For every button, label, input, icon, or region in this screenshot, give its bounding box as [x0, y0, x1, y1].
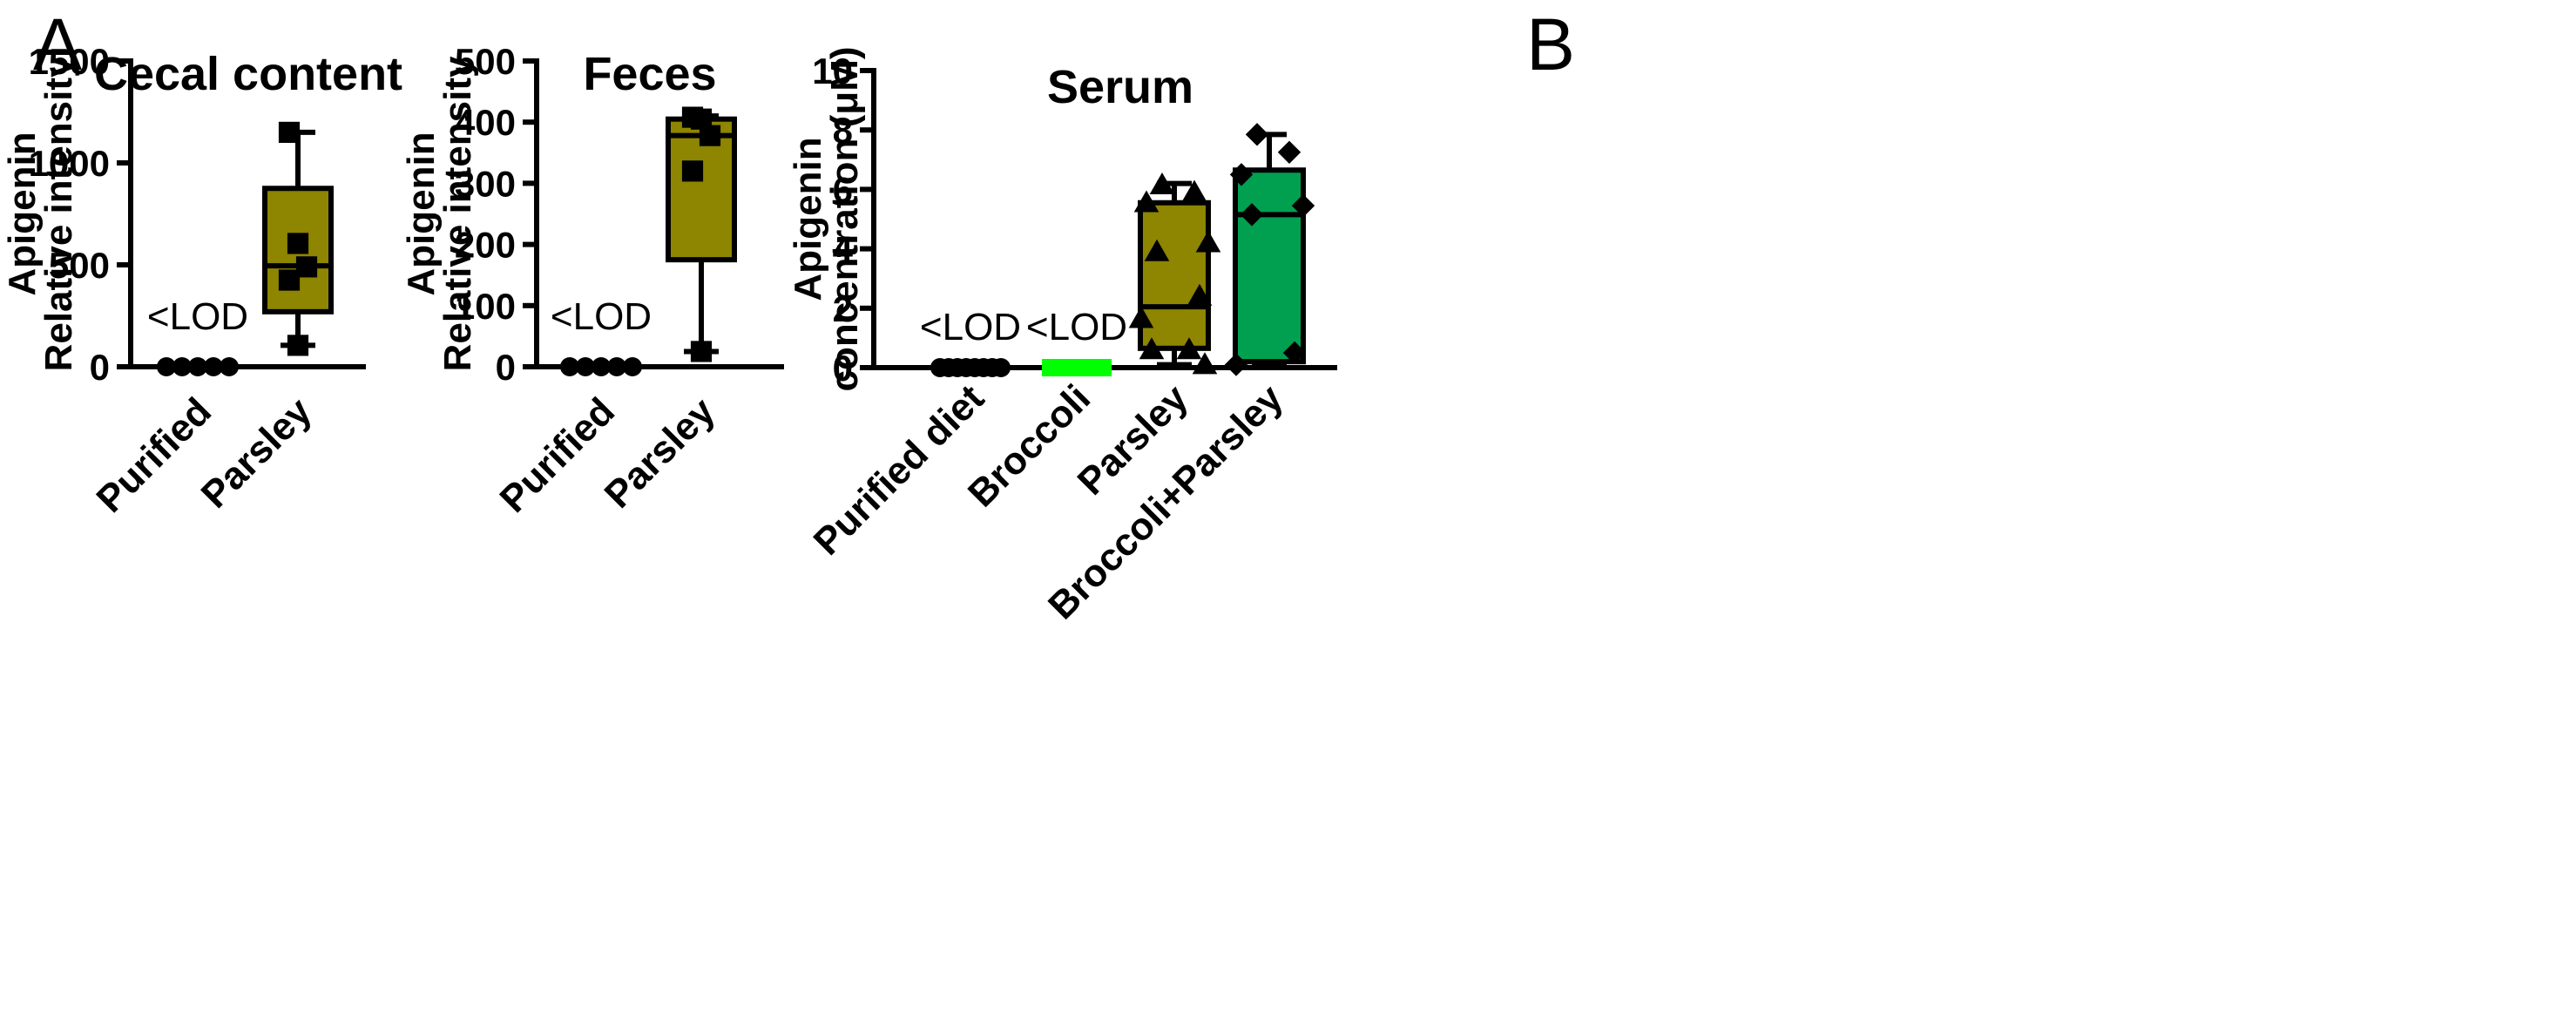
- data-point: [278, 121, 301, 143]
- chart-title: Feces: [583, 48, 716, 100]
- x-category-label: Purified: [492, 389, 623, 520]
- data-point: [287, 233, 309, 254]
- chart-title: Cecal content: [94, 48, 402, 100]
- y-axis-label: Relative intensity: [436, 56, 479, 371]
- data-point: [287, 335, 309, 356]
- data-point: [278, 269, 301, 291]
- data-point: [1133, 190, 1160, 213]
- data-point: [991, 358, 1011, 377]
- data-point: [1176, 337, 1202, 360]
- data-point: [1240, 203, 1264, 227]
- y-axis-label: Apigenin: [1, 132, 44, 295]
- data-point: [188, 357, 207, 376]
- lod-label: <LOD: [147, 295, 248, 338]
- data-point: [699, 125, 721, 146]
- y-tick-label: 500: [455, 41, 516, 82]
- series-purified-diet: <LOD: [920, 306, 1021, 377]
- lod-bar: [1042, 359, 1112, 376]
- data-point: [1282, 341, 1307, 365]
- data-point: [681, 160, 704, 182]
- y-tick-label: 0: [496, 347, 516, 388]
- data-point: [1229, 163, 1254, 186]
- series-broccoli: <LOD: [1026, 306, 1127, 376]
- data-point: [220, 357, 239, 376]
- data-point: [204, 357, 223, 376]
- y-tick-label: 0: [90, 347, 110, 388]
- y-tick-label: 300: [455, 163, 516, 204]
- y-axis-label: concentration (μM): [823, 46, 866, 391]
- y-tick-label: 400: [455, 102, 516, 143]
- y-tick-label: 1000: [29, 143, 110, 184]
- series-parsley: [262, 121, 334, 356]
- y-tick-label: 200: [455, 225, 516, 266]
- lod-label: <LOD: [920, 306, 1021, 348]
- y-axis-label: Apigenin: [787, 137, 829, 301]
- data-point: [1139, 337, 1165, 360]
- x-category-label: Purified diet: [806, 376, 993, 564]
- x-category-label: Purified: [89, 389, 220, 520]
- y-tick-label: 2: [833, 288, 853, 329]
- data-point: [157, 357, 176, 376]
- data-point: [1149, 172, 1175, 195]
- y-axis-label: Apigenin: [400, 132, 443, 295]
- y-tick-label: 100: [455, 286, 516, 327]
- series-purified: <LOD: [551, 295, 652, 376]
- data-point: [1187, 283, 1213, 306]
- data-point: [560, 357, 579, 376]
- data-point: [592, 357, 611, 376]
- y-tick-label: 0: [833, 348, 853, 389]
- data-point: [172, 357, 192, 376]
- data-point: [623, 357, 642, 376]
- chart-title: Serum: [1047, 61, 1193, 113]
- x-category-label: Parsley: [597, 389, 724, 517]
- y-axis-label: Relative intensity: [37, 56, 80, 371]
- data-point: [1128, 306, 1154, 328]
- y-tick-label: 6: [833, 169, 853, 210]
- y-tick-label: 8: [833, 110, 853, 151]
- panel-label-a: A: [33, 3, 82, 85]
- data-point: [690, 341, 713, 362]
- series-parsley: [666, 106, 737, 362]
- lod-label: <LOD: [1026, 306, 1127, 348]
- series-broccoli-parsley: [1224, 123, 1315, 376]
- data-point: [1195, 230, 1221, 253]
- box: [1138, 200, 1211, 351]
- data-point: [1181, 179, 1207, 202]
- series-parsley: [1128, 172, 1221, 375]
- x-category-label: Parsley: [193, 389, 321, 517]
- y-tick-label: 500: [49, 245, 110, 286]
- data-point: [1144, 239, 1170, 261]
- data-point: [576, 357, 595, 376]
- data-point: [1277, 140, 1302, 164]
- box: [1233, 167, 1306, 365]
- y-tick-label: 4: [833, 229, 854, 270]
- data-point: [1192, 352, 1218, 375]
- y-tick-label: 10: [812, 51, 853, 91]
- series-purified: <LOD: [147, 295, 248, 376]
- data-point: [1245, 123, 1269, 146]
- data-point: [1291, 193, 1315, 218]
- y-tick-label: 1500: [29, 41, 110, 82]
- lod-label: <LOD: [551, 295, 652, 338]
- panel-label-b: B: [1526, 3, 1575, 85]
- data-point: [1224, 353, 1248, 376]
- data-point: [607, 357, 626, 376]
